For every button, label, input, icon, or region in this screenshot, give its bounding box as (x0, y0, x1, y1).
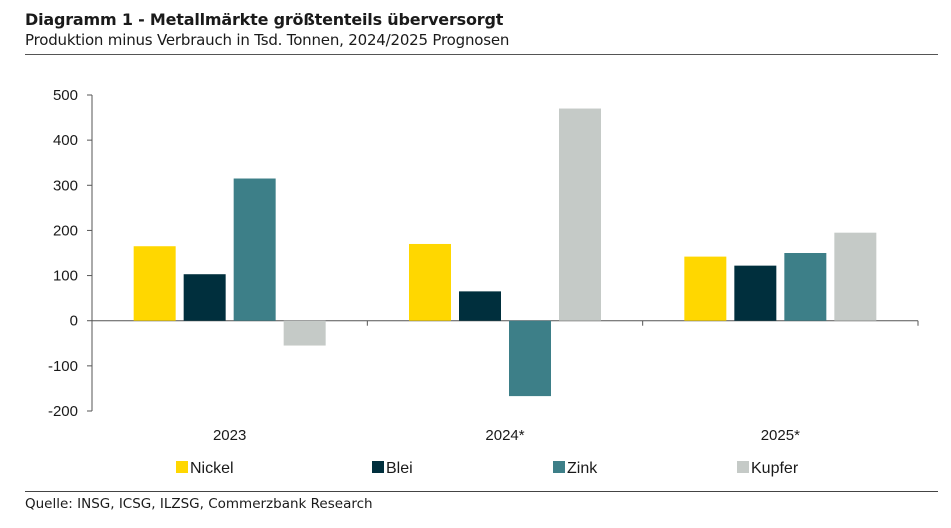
legend-swatch-nickel (176, 461, 188, 473)
footer-divider (25, 491, 938, 492)
bar-chart: 500 400 300 200 100 0 -100 -200 2023 2024* 2025* Ni… (48, 87, 919, 477)
bar-nickel (133, 246, 176, 321)
bar-zink (509, 320, 551, 397)
legend-label-zink: Zink (567, 460, 598, 477)
bar-zink (233, 178, 276, 321)
bar-zink (784, 253, 827, 321)
bar-kupfer (283, 320, 326, 346)
y-tick-label: -100 (48, 358, 78, 375)
legend-swatch-kupfer (737, 461, 749, 473)
x-category-label: 2024* (485, 427, 524, 444)
y-tick-label: 300 (53, 177, 78, 194)
legend-label-kupfer: Kupfer (751, 460, 799, 477)
y-tick-label: 0 (70, 313, 78, 330)
chart-title: Diagramm 1 - Metallmärkte größtenteils ü… (25, 10, 504, 29)
bar-blei (183, 274, 226, 321)
legend-label-nickel: Nickel (190, 460, 234, 477)
y-tick-label: 400 (53, 132, 78, 149)
source-note: Quelle: INSG, ICSG, ILZSG, Commerzbank R… (25, 496, 373, 512)
header-divider (25, 54, 938, 55)
bar-blei (459, 291, 501, 321)
legend-label-blei: Blei (386, 460, 413, 477)
y-tick-label: 100 (53, 268, 78, 285)
bar-nickel (409, 243, 451, 321)
y-tick-label: 200 (53, 222, 78, 239)
bar-nickel (684, 256, 727, 321)
x-category-label: 2025* (761, 427, 800, 444)
bar-blei (734, 265, 777, 321)
bar-kupfer (834, 232, 877, 321)
legend-swatch-blei (372, 461, 384, 473)
chart-subtitle: Produktion minus Verbrauch in Tsd. Tonne… (25, 31, 510, 49)
bar-kupfer (559, 108, 601, 321)
y-tick-label: 500 (53, 87, 78, 104)
legend-swatch-zink (553, 461, 565, 473)
y-tick-label: -200 (48, 403, 78, 420)
x-category-label: 2023 (213, 427, 246, 444)
